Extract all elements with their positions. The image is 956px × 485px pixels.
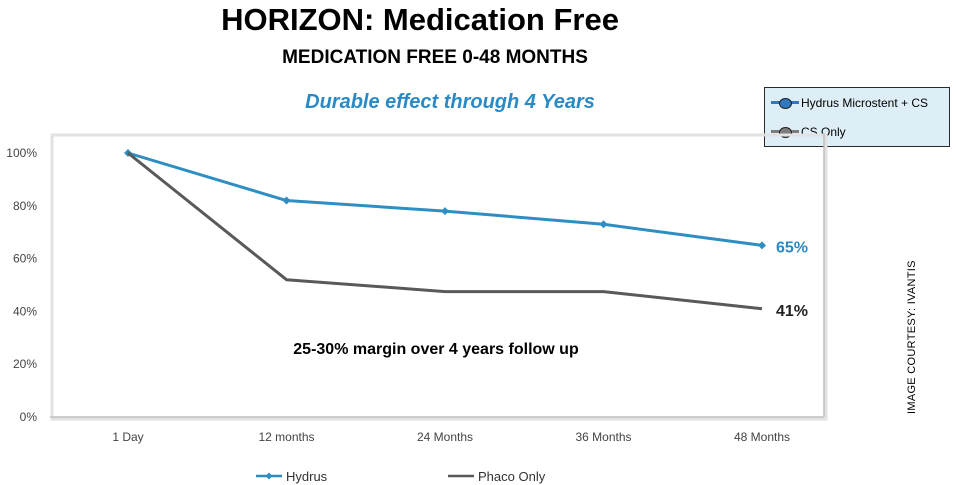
chart-tagline: Durable effect through 4 Years <box>305 91 595 113</box>
legend-label: Hydrus <box>286 469 328 484</box>
legend-marker <box>265 472 273 480</box>
data-point-marker <box>441 207 449 216</box>
inset-legend-label: Hydrus Microstent + CS <box>801 96 929 110</box>
x-tick-label: 36 Months <box>575 430 631 444</box>
chart-title: HORIZON: Medication Free <box>221 2 619 37</box>
legend-label: Phaco Only <box>478 469 546 484</box>
x-tick-label: 24 Months <box>417 430 473 444</box>
legend-swatch-hydrus-cs <box>771 98 799 109</box>
y-tick-label: 80% <box>13 199 37 213</box>
series-line-hydrus <box>127 151 763 247</box>
y-tick-label: 20% <box>13 357 37 371</box>
y-tick-label: 0% <box>20 410 38 424</box>
y-tick-label: 40% <box>13 304 37 318</box>
legend-swatch-cs-only <box>771 127 799 138</box>
data-point-marker <box>599 220 608 229</box>
inset-legend-item-hydrus-cs: Hydrus Microstent + CS <box>771 96 928 110</box>
data-point-marker <box>282 196 291 205</box>
chart-annotation: 25-30% margin over 4 years follow up <box>293 341 579 358</box>
series-end-label: 41% <box>776 303 808 320</box>
x-tick-label: 1 Day <box>112 430 143 444</box>
y-tick-label: 100% <box>6 146 37 160</box>
x-tick-label: 12 months <box>258 430 314 444</box>
x-tick-label: 48 Months <box>734 430 790 444</box>
chart-subtitle: MEDICATION FREE 0-48 MONTHS <box>282 47 588 68</box>
series-line-phaco-only <box>127 151 763 311</box>
data-point-marker <box>758 241 766 250</box>
series-end-label: 65% <box>776 239 808 256</box>
plot-shadow <box>50 133 828 421</box>
y-tick-label: 60% <box>13 252 37 266</box>
